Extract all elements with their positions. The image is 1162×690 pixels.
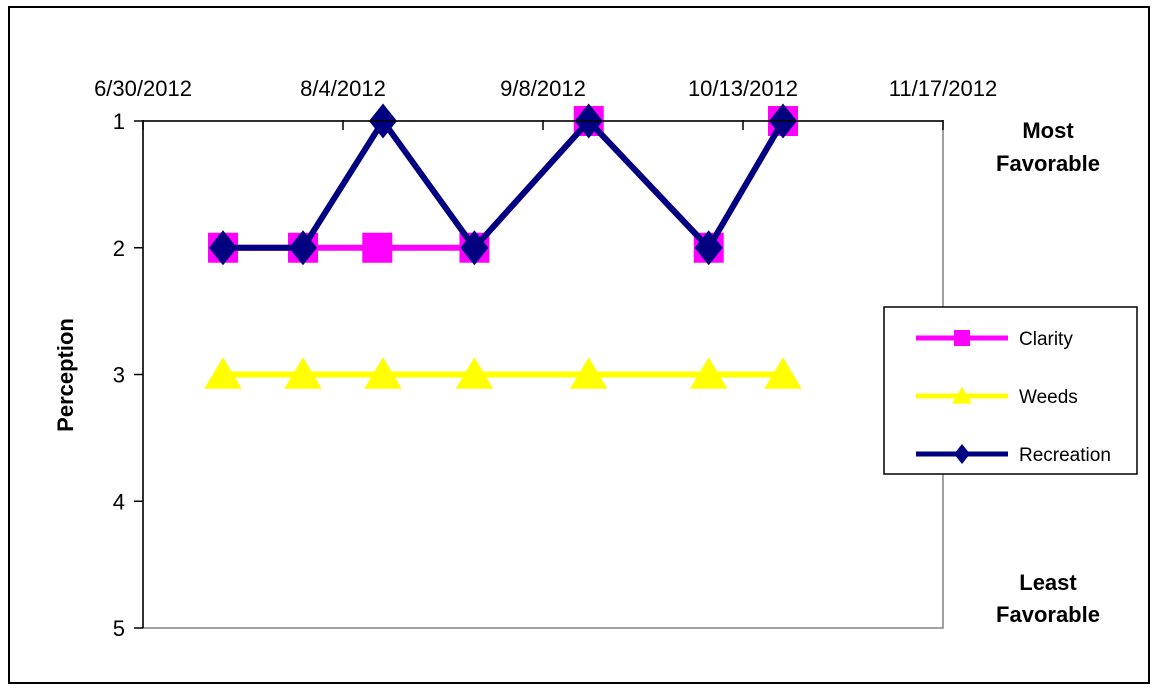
legend-label: Clarity [1019,329,1073,350]
x-tick-label: 6/30/2012 [94,76,192,101]
x-tick-label: 10/13/2012 [688,76,798,101]
bottom-annotation-line-2: Favorable [996,602,1100,627]
bottom-annotation-line-1: Least [1019,570,1077,595]
y-tick-label: 3 [113,363,125,388]
legend-label: Recreation [1019,445,1111,466]
y-tick-label: 1 [113,109,125,134]
legend: Clarity Weeds Recreation [884,307,1137,474]
x-tick-label: 11/17/2012 [889,76,997,101]
legend-marker [954,330,970,346]
data-point-clarity [362,233,392,263]
y-tick-label: 2 [113,236,125,261]
top-annotation-line-1: Most [1022,118,1074,143]
y-axis-ticks: 1 2 3 4 5 [113,109,143,641]
y-tick-label: 4 [113,489,125,514]
x-tick-label: 8/4/2012 [300,76,386,101]
y-tick-label: 5 [113,616,125,641]
legend-label: Weeds [1019,387,1078,408]
y-axis-label: Perception [53,318,78,432]
x-tick-label: 9/8/2012 [500,76,586,101]
top-annotation-line-2: Favorable [996,151,1100,176]
